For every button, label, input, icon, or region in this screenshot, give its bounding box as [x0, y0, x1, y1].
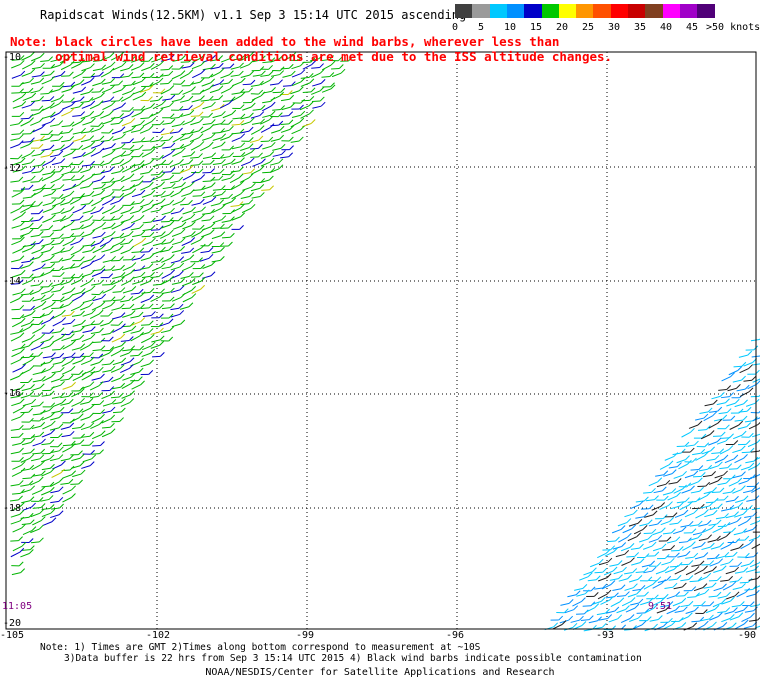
red-note: Note: black circles have been added to t…: [10, 34, 612, 64]
lat-label: -18: [3, 503, 22, 514]
lon-label: -105: [0, 630, 25, 641]
lat-label: -10: [3, 52, 22, 63]
color-bar-label: 0: [452, 22, 459, 33]
color-bar-swatch: [472, 4, 491, 18]
lat-label: -16: [3, 388, 22, 399]
color-bar-swatch: [524, 4, 542, 18]
color-bar-swatch: [662, 4, 681, 18]
color-bar-label: 25: [582, 22, 595, 33]
wind-swath-west: [9, 51, 353, 576]
footer-notes: Note: 1) Times are GMT 2)Times along bot…: [40, 642, 642, 664]
color-bar-swatch: [489, 4, 508, 18]
color-bar-label: 15: [530, 22, 543, 33]
color-bar-swatch: [576, 4, 594, 18]
time-mark: 11:05: [2, 601, 33, 612]
credit-line: NOAA/NESDIS/Center for Satellite Applica…: [205, 667, 555, 678]
time-mark: 9:51: [648, 601, 673, 612]
lon-label: -99: [296, 630, 315, 641]
lon-label: -93: [596, 630, 615, 641]
lon-label: -96: [446, 630, 465, 641]
color-bar-swatch: [628, 4, 646, 18]
color-bar-label: 40: [660, 22, 673, 33]
lat-label: -14: [3, 276, 22, 287]
map-frame: [5, 51, 757, 630]
color-bar-label: 10: [504, 22, 517, 33]
color-bar-swatch: [645, 4, 664, 18]
color-bar-swatch: [593, 4, 612, 18]
footer-line2: 3)Data buffer is 22 hrs from Sep 3 15:14…: [64, 653, 642, 664]
red-note-line2: optimal wind retrieval conditions are me…: [10, 49, 613, 64]
color-bar-label: 5: [478, 22, 485, 33]
lat-label: -20: [3, 618, 22, 629]
footer-line1: Note: 1) Times are GMT 2)Times along bot…: [40, 642, 481, 653]
color-bar-label: 45: [686, 22, 699, 33]
color-bar-swatch: [455, 4, 473, 18]
color-bar-swatch: [541, 4, 560, 18]
color-bar-swatch: [558, 4, 577, 18]
red-note-line1: Note: black circles have been added to t…: [10, 34, 560, 49]
color-bar-label: 20: [556, 22, 569, 33]
color-bar-swatch: [679, 4, 698, 18]
color-bar-swatch: [506, 4, 525, 18]
color-bar-label: 30: [608, 22, 621, 33]
lat-label: -12: [3, 163, 22, 174]
color-bar-swatch: [610, 4, 629, 18]
color-bar-label: 35: [634, 22, 647, 33]
lon-label: -90: [738, 630, 757, 641]
color-bar-swatch: [697, 4, 715, 18]
wind-swath-east: [544, 338, 760, 632]
color-bar-unit: >50 knots: [706, 22, 760, 33]
lon-label: -102: [146, 630, 171, 641]
map-title: Rapidscat Winds(12.5KM) v1.1 Sep 3 15:14…: [40, 8, 467, 22]
